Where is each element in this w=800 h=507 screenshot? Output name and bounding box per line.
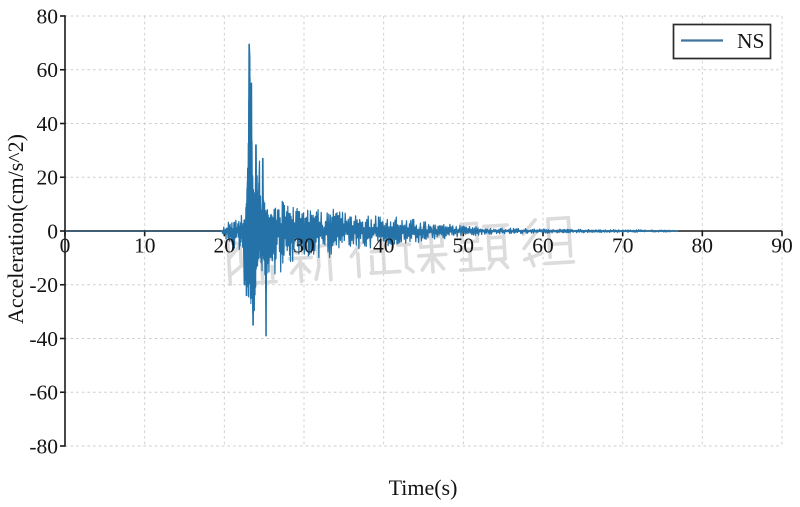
svg-text:60: 60 bbox=[532, 234, 554, 258]
svg-text:Acceleration(cm/s^2): Acceleration(cm/s^2) bbox=[3, 134, 28, 324]
svg-text:40: 40 bbox=[373, 234, 395, 258]
svg-text:-40: -40 bbox=[29, 327, 58, 351]
svg-text:40: 40 bbox=[37, 112, 59, 136]
svg-text:80: 80 bbox=[37, 4, 59, 28]
svg-text:30: 30 bbox=[293, 234, 315, 258]
svg-text:-60: -60 bbox=[29, 381, 58, 405]
svg-text:NS: NS bbox=[737, 29, 764, 53]
svg-text:-20: -20 bbox=[29, 273, 58, 297]
svg-text:20: 20 bbox=[214, 234, 236, 258]
svg-text:60: 60 bbox=[37, 58, 59, 82]
svg-text:80: 80 bbox=[692, 234, 714, 258]
svg-text:Time(s): Time(s) bbox=[389, 475, 458, 500]
svg-text:0: 0 bbox=[60, 234, 71, 258]
svg-text:-80: -80 bbox=[29, 434, 58, 458]
svg-text:70: 70 bbox=[612, 234, 634, 258]
svg-text:20: 20 bbox=[37, 166, 59, 190]
svg-text:10: 10 bbox=[134, 234, 156, 258]
svg-text:50: 50 bbox=[453, 234, 475, 258]
svg-text:0: 0 bbox=[47, 219, 58, 243]
svg-text:90: 90 bbox=[771, 234, 793, 258]
